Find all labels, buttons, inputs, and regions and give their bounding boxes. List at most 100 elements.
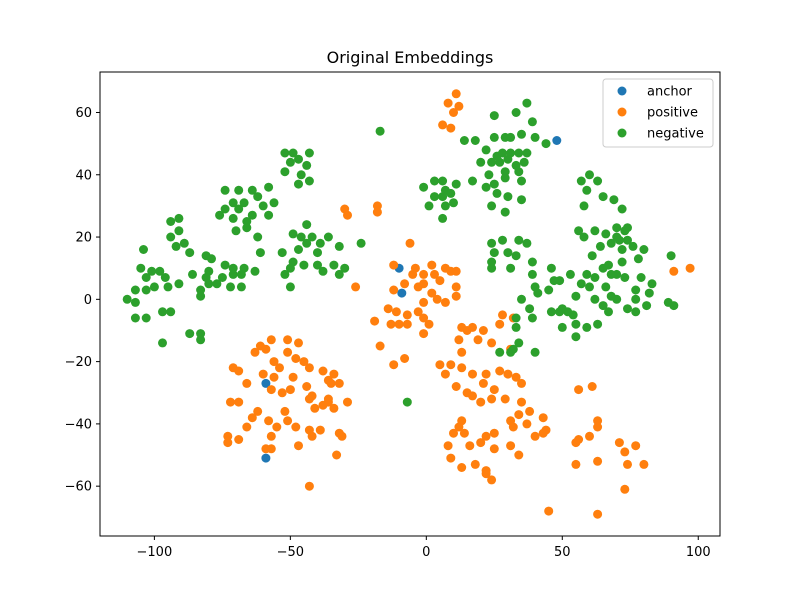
point-negative [487, 257, 497, 267]
point-negative [174, 213, 184, 223]
point-negative [644, 288, 654, 298]
point-positive [234, 435, 244, 444]
point-negative [451, 179, 461, 189]
point-positive [419, 297, 429, 307]
legend-marker-positive [617, 107, 627, 117]
legend-marker-negative [617, 128, 627, 138]
point-negative [419, 182, 429, 192]
point-positive [508, 422, 518, 432]
point-negative [530, 132, 540, 142]
point-negative [294, 245, 303, 254]
point-positive [315, 425, 325, 435]
point-negative [302, 160, 312, 170]
point-negative [525, 304, 535, 314]
point-negative [147, 266, 157, 276]
point-negative [449, 198, 458, 208]
point-negative [503, 192, 513, 202]
point-negative [571, 291, 581, 301]
point-positive [614, 438, 624, 448]
y-axis: −60 −40 −20 0 20 40 60 [65, 106, 100, 495]
point-negative [511, 108, 521, 117]
point-negative [568, 310, 578, 320]
point-negative [122, 294, 132, 304]
point-positive [223, 431, 233, 441]
point-negative [617, 257, 627, 267]
point-negative [304, 148, 314, 158]
point-negative [430, 176, 439, 186]
point-positive [470, 459, 480, 469]
point-negative [185, 248, 195, 258]
point-positive [487, 475, 497, 485]
point-negative [155, 266, 165, 276]
point-negative [514, 167, 524, 177]
point-negative [555, 307, 565, 317]
point-negative [247, 210, 257, 220]
point-negative [215, 210, 225, 220]
point-positive [234, 366, 244, 376]
point-negative [285, 157, 295, 167]
point-positive [574, 385, 584, 395]
point-positive [326, 378, 336, 388]
point-positive [226, 397, 235, 407]
point-negative [628, 241, 638, 251]
point-negative [609, 195, 619, 205]
point-negative [285, 263, 295, 273]
point-negative [476, 157, 486, 167]
point-negative [196, 329, 206, 339]
legend-marker-anchor [617, 86, 627, 96]
point-negative [593, 319, 603, 329]
point-positive [525, 406, 535, 416]
legend: anchor positive negative [602, 78, 714, 148]
point-negative [612, 223, 622, 233]
point-positive [332, 450, 342, 460]
point-negative [196, 291, 206, 301]
point-negative [571, 332, 581, 342]
point-negative [264, 210, 274, 220]
point-positive [304, 481, 314, 491]
y-tick-label: 0 [84, 293, 92, 308]
point-positive [283, 347, 293, 357]
point-negative [294, 154, 303, 164]
point-positive [394, 319, 404, 329]
point-negative [212, 279, 222, 289]
point-negative [506, 263, 516, 273]
point-positive [517, 397, 526, 407]
point-positive [372, 207, 382, 217]
point-negative [514, 148, 524, 158]
x-axis: −100 −50 0 50 100 [137, 536, 711, 560]
point-positive [446, 453, 456, 463]
point-negative [522, 148, 532, 158]
point-negative [489, 179, 499, 189]
point-positive [266, 385, 276, 395]
point-negative [574, 226, 584, 236]
point-positive [419, 329, 429, 339]
point-positive [631, 441, 641, 451]
point-negative [598, 301, 608, 311]
point-positive [517, 378, 526, 388]
point-positive [495, 366, 505, 376]
point-positive [307, 431, 317, 441]
point-negative [590, 226, 600, 236]
point-negative [204, 279, 214, 289]
point-positive [639, 459, 649, 469]
point-positive [318, 366, 328, 376]
point-negative [280, 269, 290, 279]
point-negative [329, 260, 339, 270]
point-positive [375, 341, 385, 351]
point-negative [242, 223, 252, 233]
point-positive [669, 266, 679, 276]
point-negative [228, 198, 238, 208]
point-positive [419, 313, 429, 323]
point-positive [459, 428, 469, 438]
point-negative [595, 241, 605, 251]
point-positive [389, 260, 399, 270]
point-negative [315, 238, 325, 248]
point-negative [492, 188, 502, 198]
point-negative [255, 248, 265, 258]
point-negative [527, 257, 537, 267]
point-positive [446, 360, 456, 370]
point-negative [527, 269, 537, 279]
plot-frame [99, 71, 721, 537]
y-tick-label: 40 [75, 168, 92, 183]
point-negative [598, 263, 608, 273]
